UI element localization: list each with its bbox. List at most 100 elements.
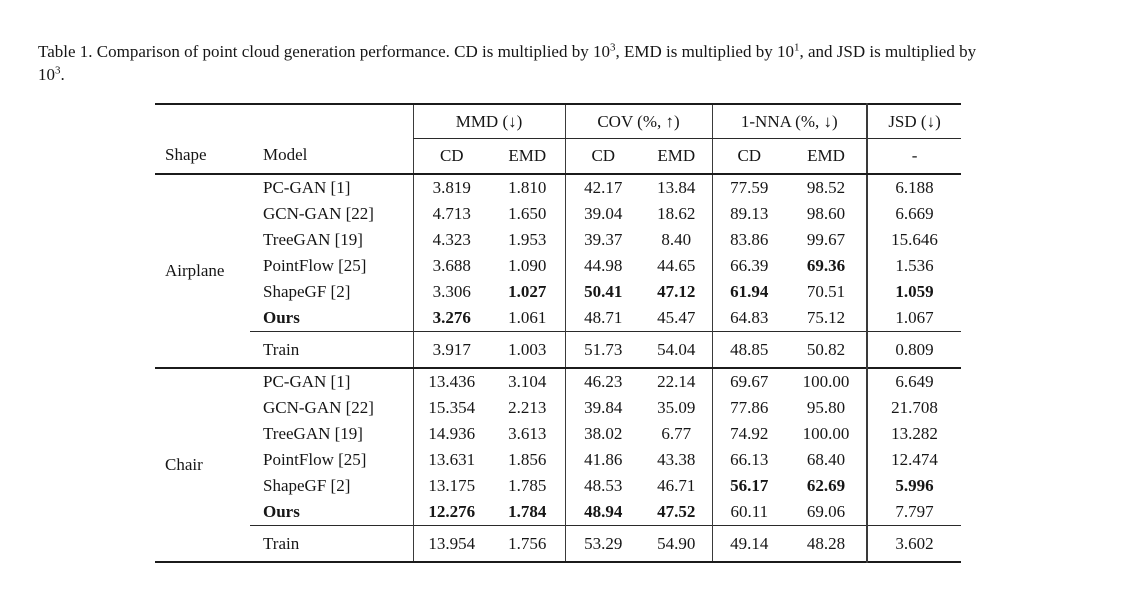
model-name: PC-GAN [1] (250, 173, 413, 201)
cell-nna-cd: 77.86 (711, 395, 787, 421)
cell-cov-cd: 48.53 (564, 473, 641, 499)
model-name: ShapeGF [2] (263, 476, 351, 495)
caption-superscript: 1 (793, 41, 800, 54)
cell-mmd-emd: 1.003 (490, 331, 565, 368)
cell-nna-emd: 99.67 (806, 230, 846, 249)
cell-mmd-cd: 15.354 (412, 395, 490, 421)
cell-cov-cd: 39.04 (564, 201, 641, 227)
cell-jsd: 7.797 (866, 499, 962, 526)
header-shape: Shape (155, 104, 250, 175)
cell-cov-emd: 54.04 (641, 331, 713, 368)
cell-cov-emd: 47.12 (657, 282, 696, 301)
model-row: TreeGAN [19] 14.936 3.613 38.02 6.77 74.92 100… (155, 421, 962, 447)
cell-nna-emd: 69.06 (806, 502, 846, 521)
header-group-1nna: 1-NNA (%, ↓) (711, 104, 868, 139)
cell-mmd-emd: 1.784 (508, 502, 547, 521)
model-name: GCN-GAN [22] (263, 204, 374, 223)
cell-jsd: 1.067 (866, 305, 962, 332)
caption-text: , EMD is multiplied by 10 (615, 42, 794, 61)
header-group-mmd: MMD (↓) (412, 104, 565, 139)
cell-nna-cd: 56.17 (711, 473, 787, 499)
cell-jsd: 6.188 (866, 173, 962, 201)
cell-nna-emd: 50.82 (786, 331, 868, 368)
cell-nna-cd: 66.13 (711, 447, 787, 473)
model-row: PointFlow [25] 3.688 1.090 44.98 44.65 66.39 6… (155, 253, 962, 279)
cell-cov-cd: 53.29 (564, 525, 641, 562)
results-table: Shape Model MMD (↓) COV (%, ↑) 1-NNA (%,… (155, 103, 962, 563)
cell-mmd-emd: 1.756 (490, 525, 565, 562)
cell-nna-emd: 100.00 (802, 424, 850, 443)
cell-cov-cd: 48.71 (564, 305, 641, 332)
caption-text: . (60, 65, 65, 84)
cell-jsd: 1.059 (866, 279, 962, 305)
caption-text: 10 (38, 65, 55, 84)
cell-nna-cd: 60.11 (711, 499, 787, 526)
cell-mmd-cd: 13.954 (412, 525, 490, 562)
model-row: Ours 12.276 1.784 48.94 47.52 60.11 69.06 7.797 (155, 499, 962, 526)
cell-mmd-emd: 2.213 (508, 398, 547, 417)
cell-nna-emd: 62.69 (806, 476, 846, 495)
cell-mmd-emd: 3.104 (490, 367, 565, 395)
train-row: Train 3.917 1.003 51.73 54.04 48.85 50.82 0.809 (155, 331, 962, 368)
caption-text: , and JSD is multiplied by (799, 42, 977, 61)
cell-mmd-emd: 1.650 (508, 204, 547, 223)
cell-nna-cd: 61.94 (711, 279, 787, 305)
cell-mmd-emd: 3.613 (508, 424, 547, 443)
cell-cov-emd: 18.62 (657, 204, 696, 223)
cell-jsd: 1.536 (866, 253, 962, 279)
cell-cov-emd: 13.84 (641, 173, 713, 201)
header-jsd-dash: - (866, 138, 962, 175)
cell-nna-cd: 69.67 (711, 367, 787, 395)
cell-nna-emd: 69.36 (806, 256, 846, 275)
model-row: ShapeGF [2] 3.306 1.027 50.41 47.12 61.94 70.5… (155, 279, 962, 305)
cell-jsd: 15.646 (866, 227, 962, 253)
cell-nna-emd: 95.80 (806, 398, 846, 417)
model-row: GCN-GAN [22] 15.354 2.213 39.84 35.09 77.86 95… (155, 395, 962, 421)
header-1nna-cd: CD (711, 138, 787, 175)
caption-line1: Table 1. Comparison of point cloud gener… (38, 42, 976, 61)
model-name: PointFlow [25] (263, 256, 367, 275)
cell-nna-emd: 98.60 (806, 204, 846, 223)
header-group-row: Shape Model MMD (↓) COV (%, ↑) 1-NNA (%,… (155, 104, 962, 175)
cell-mmd-cd: 3.819 (412, 173, 490, 201)
shape-label: Chair (155, 367, 250, 562)
cell-cov-cd: 41.86 (564, 447, 641, 473)
cell-nna-cd: 77.59 (711, 173, 787, 201)
cell-nna-cd: 66.39 (711, 253, 787, 279)
cell-cov-emd: 35.09 (657, 398, 696, 417)
cell-cov-emd: 8.40 (661, 230, 692, 249)
shape-label: Airplane (155, 173, 250, 368)
cell-mmd-cd: 13.175 (412, 473, 490, 499)
cell-cov-cd: 51.73 (564, 331, 641, 368)
cell-jsd: 21.708 (866, 395, 962, 421)
model-row: Ours 3.276 1.061 48.71 45.47 64.83 75.12 1.067 (155, 305, 962, 332)
header-1nna-emd: EMD (786, 138, 868, 175)
cell-cov-cd: 48.94 (564, 499, 641, 526)
cell-mmd-cd: 13.631 (412, 447, 490, 473)
cell-jsd: 3.602 (866, 525, 962, 562)
cell-nna-cd: 49.14 (711, 525, 787, 562)
cell-cov-emd: 54.90 (641, 525, 713, 562)
cell-nna-emd: 68.40 (806, 450, 846, 469)
model-row: ShapeGF [2] 13.175 1.785 48.53 46.71 56.17 62.… (155, 473, 962, 499)
caption-line2: 103. (38, 65, 65, 84)
cell-mmd-emd: 1.953 (508, 230, 547, 249)
cell-cov-emd: 46.71 (657, 476, 696, 495)
table-caption: Table 1. Comparison of point cloud gener… (38, 40, 1100, 86)
cell-cov-cd: 44.98 (564, 253, 641, 279)
cell-nna-cd: 48.85 (711, 331, 787, 368)
cell-cov-emd: 6.77 (661, 424, 692, 443)
cell-cov-emd: 43.38 (657, 450, 696, 469)
model-name: PointFlow [25] (263, 450, 367, 469)
header-model: Model (250, 104, 413, 175)
model-row: GCN-GAN [22] 4.713 1.650 39.04 18.62 89.13 98.… (155, 201, 962, 227)
caption-text: Table 1. Comparison of point cloud gener… (38, 42, 610, 61)
cell-cov-cd: 42.17 (564, 173, 641, 201)
cell-cov-cd: 38.02 (564, 421, 641, 447)
cell-nna-emd: 48.28 (786, 525, 868, 562)
header-group-jsd: JSD (↓) (866, 104, 962, 139)
cell-cov-cd: 46.23 (564, 367, 641, 395)
cell-mmd-cd: 4.713 (412, 201, 490, 227)
cell-cov-cd: 39.37 (564, 227, 641, 253)
cell-mmd-cd: 3.917 (412, 331, 490, 368)
